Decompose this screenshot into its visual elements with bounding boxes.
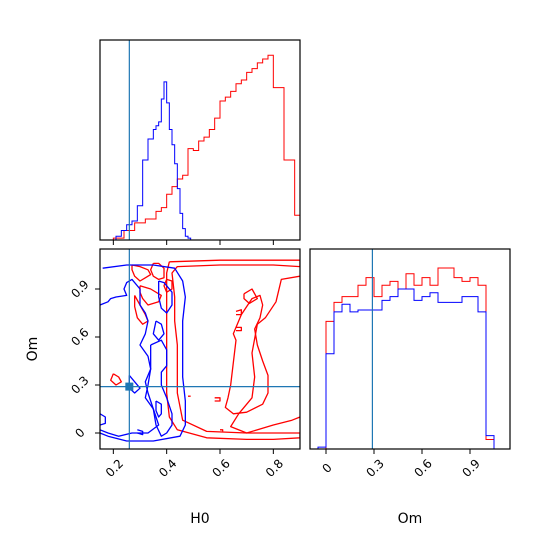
contour-series-0-level-3 bbox=[131, 264, 152, 282]
contour-series-1-level-1 bbox=[100, 278, 160, 437]
contour-series-0-level-9 bbox=[243, 288, 258, 305]
contour-lines bbox=[100, 259, 300, 442]
contour-series-0-level-10 bbox=[235, 309, 242, 316]
contour-series-0-level-12 bbox=[214, 397, 221, 402]
x-tick-label: 0.8 bbox=[263, 456, 286, 479]
contour-series-0-level-6 bbox=[163, 278, 173, 293]
contour-series-1-level-5 bbox=[155, 400, 162, 418]
x-tick-label: 0.3 bbox=[363, 456, 386, 479]
y-axis-label: Om bbox=[25, 337, 41, 362]
y-tick-label: 0 bbox=[72, 425, 87, 440]
histogram-series-1 bbox=[115, 81, 192, 240]
contour-series-0-level-0 bbox=[166, 259, 300, 441]
histogram-series-0 bbox=[325, 267, 495, 449]
x-tick-label: 0.6 bbox=[411, 456, 434, 479]
hist-H0-panel bbox=[99, 39, 301, 245]
histogram-series-1 bbox=[317, 288, 495, 449]
contour-series-0-level-1 bbox=[230, 275, 300, 434]
contour-frame bbox=[99, 248, 301, 450]
contour-series-0-level-11 bbox=[236, 326, 242, 332]
y-tick-label: 0.6 bbox=[68, 325, 91, 348]
x-tick-label: 0.6 bbox=[209, 456, 232, 479]
contour-series-1-level-7 bbox=[100, 413, 106, 426]
contour-series-1-level-4 bbox=[158, 280, 173, 314]
truth-marker bbox=[125, 382, 134, 391]
hist-H0-frame bbox=[99, 39, 301, 241]
contour-series-0-level-8 bbox=[110, 373, 122, 386]
x-axis-label: Om bbox=[398, 511, 423, 527]
contour-series-1-level-8 bbox=[137, 429, 144, 436]
histogram-series-0 bbox=[112, 54, 301, 240]
contour-series-1-level-3 bbox=[152, 320, 165, 341]
hist-Om-panel: 0 0.3 0.6 0.9 Om bbox=[309, 248, 511, 527]
x-axis-label: H0 bbox=[190, 511, 209, 527]
contour-series-0-level-4 bbox=[150, 262, 165, 281]
contour-series-0-level-14 bbox=[220, 429, 224, 432]
contour-series-0-level-7 bbox=[134, 295, 149, 325]
hist-Om-frame bbox=[309, 248, 511, 450]
contour-series-1-level-2 bbox=[144, 339, 173, 437]
y-tick-label: 0.9 bbox=[68, 277, 91, 300]
x-tick-label: 0 bbox=[320, 461, 335, 476]
x-tick-label: 0.4 bbox=[156, 456, 179, 479]
contour-series-0-level-2 bbox=[224, 294, 269, 415]
contour-series-1-level-0 bbox=[100, 264, 186, 442]
x-tick-label: 0.9 bbox=[459, 456, 482, 479]
contour-H0-Om-panel: 0.2 0.4 0.6 0.8 0 0.3 0.6 0.9 H0 Om bbox=[25, 248, 301, 527]
y-tick-label: 0.3 bbox=[68, 373, 91, 396]
x-tick-label: 0.2 bbox=[103, 456, 126, 479]
